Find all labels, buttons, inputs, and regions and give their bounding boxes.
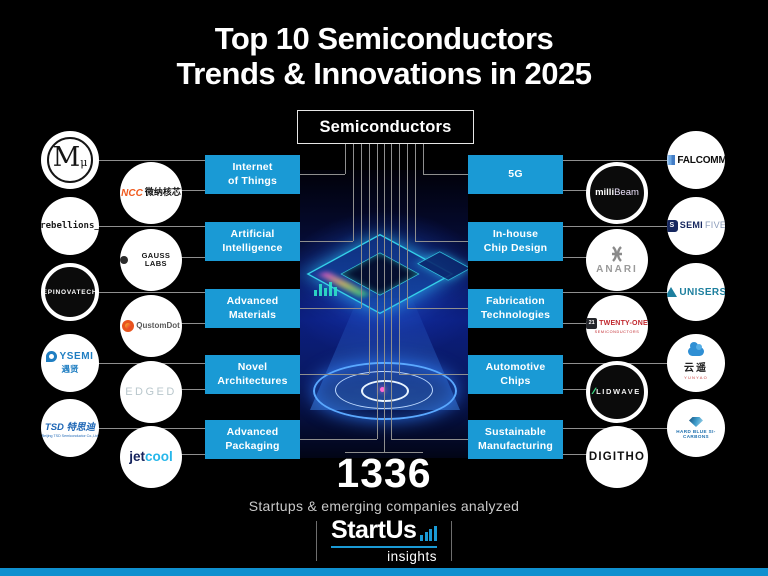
yunyao-cloud-icon [688, 341, 704, 356]
brand-name: StartUs [331, 516, 417, 544]
trend-internet-of-things: Internet of Things [205, 155, 300, 194]
connector-line [415, 241, 468, 242]
connector-line [361, 142, 362, 308]
trend-in-house-chip-design: In-house Chip Design [468, 222, 563, 261]
ysemi-swirl-icon [46, 351, 58, 362]
root-node-semiconductors: Semiconductors [297, 110, 474, 144]
logo-gauss-labs: GAUSS LABS [120, 229, 182, 291]
connector-line [391, 142, 392, 439]
logo-qustomdot: QustomDot [120, 295, 182, 357]
hologram-ring-inner [361, 380, 409, 402]
logo-ysemi: YSEMI 遇贤 [41, 334, 99, 392]
connector-line [345, 452, 423, 453]
trend-fabrication-technologies: Fabrication Technologies [468, 289, 563, 328]
connector-line [300, 241, 353, 242]
connector-line [563, 226, 696, 227]
connector-line [345, 142, 346, 174]
connector-line [300, 308, 361, 309]
connector-line [300, 174, 345, 175]
logo-anari: ANARI [586, 229, 648, 291]
logo-semifive: S SEMI FIVE [667, 197, 725, 255]
connector-line [399, 374, 468, 375]
brand-divider-right [450, 521, 452, 561]
infographic-title: Top 10 Semiconductors Trends & Innovatio… [0, 21, 768, 91]
gauss-dot-icon [120, 256, 128, 264]
hologram-ring-outer [313, 362, 457, 420]
trend-advanced-materials: Advanced Materials [205, 289, 300, 328]
logo-mu: M μ [41, 131, 99, 189]
logo-millibeam: milli Beam [586, 162, 648, 224]
unisers-triangle-icon [667, 287, 678, 297]
companies-analyzed-count: 1336 [336, 450, 432, 496]
connector-line [70, 226, 205, 227]
startus-insights-logo: StartUs insights [0, 518, 768, 564]
companies-analyzed-caption: Startups & emerging companies analyzed [248, 498, 520, 514]
trend-5g: 5G [468, 155, 563, 194]
title-line-2: Trends & Innovations in 2025 [176, 55, 592, 91]
connector-line [70, 292, 205, 293]
connector-line [353, 142, 354, 241]
trend-artificial-intelligence: Artificial Intelligence [205, 222, 300, 261]
connector-line [384, 142, 385, 452]
connector-line [407, 308, 468, 309]
hologram-dot [380, 387, 385, 392]
logo-falcomm: FALCOMM [667, 131, 725, 189]
connector-line [423, 174, 468, 175]
connector-line [563, 160, 696, 161]
trend-novel-architectures: Novel Architectures [205, 355, 300, 394]
brand-underline [331, 546, 437, 548]
trend-advanced-packaging: Advanced Packaging [205, 420, 300, 459]
logo-jetcool: jet cool [120, 426, 182, 488]
connector-line [391, 439, 468, 440]
semifive-s-icon: S [667, 220, 678, 232]
mu-ring-icon: M μ [47, 137, 93, 183]
logo-yunyao: 云遥 YUNYAO [667, 334, 725, 392]
falcomm-grid-icon [667, 155, 676, 165]
logo-ncc: NCC 微纳核芯 [120, 162, 182, 224]
lidwave-wave-icon: ∕∕ [593, 386, 595, 397]
logo-lidwave: ∕∕ LIDWAVE [586, 361, 648, 423]
trend-automotive-chips: Automotive Chips [468, 355, 563, 394]
brand-subtitle: insights [387, 549, 437, 564]
twenty-one-badge-icon: 21 [586, 318, 598, 329]
connector-line [415, 142, 416, 241]
title-line-1: Top 10 Semiconductors [214, 21, 554, 56]
logo-unisers: UNISERS [667, 263, 725, 321]
connector-line [70, 160, 205, 161]
trend-sustainable-manufacturing: Sustainable Manufacturing [468, 420, 563, 459]
anari-knot-icon [612, 245, 622, 262]
connector-line [377, 142, 378, 439]
connector-line [369, 142, 370, 374]
logo-epinovatech: EPINOVATECH [41, 263, 99, 321]
stats-block: 1336 Startups & emerging companies analy… [0, 450, 768, 515]
logo-rebellions: rebellions_ [41, 197, 99, 255]
qustomdot-q-icon [122, 320, 135, 332]
connector-line [423, 142, 424, 174]
hard-blue-gem-icon [689, 417, 703, 427]
connector-line [399, 142, 400, 374]
logo-twenty-one: 21 TWENTY-ONE SEMICONDUCTORS [586, 295, 648, 357]
equalizer-bars-graphic [314, 282, 337, 296]
connector-line [300, 374, 369, 375]
connector-line [300, 439, 377, 440]
logo-edged: EDGED [120, 361, 182, 423]
bar-chart-icon [420, 526, 437, 541]
brand-divider-left [316, 521, 318, 561]
connector-line [407, 142, 408, 308]
bottom-accent-bar [0, 568, 768, 576]
logo-tsd: TSD 特思迪 Beijing TSD Semiconductor Co.,Lt… [41, 399, 99, 457]
connector-line [563, 292, 696, 293]
logo-digitho: DIGITHO [586, 426, 648, 488]
logo-hard-blue: HARD BLUE SI-CARBONS [667, 399, 725, 457]
